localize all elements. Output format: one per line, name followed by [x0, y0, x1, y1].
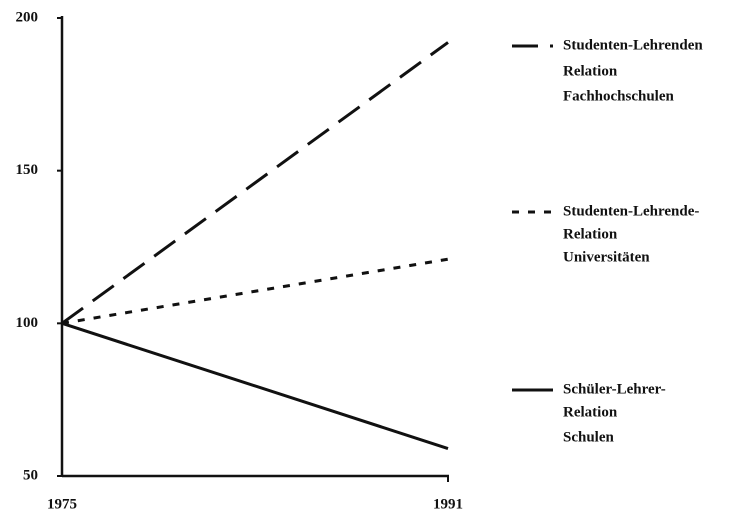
y-tick-label: 50	[23, 467, 38, 483]
y-tick-label: 100	[16, 315, 39, 331]
series-line	[61, 257, 449, 325]
legend-label: Relation	[563, 63, 618, 79]
legend-label: Universitäten	[563, 249, 650, 265]
legend-label: Fachhochschulen	[563, 88, 675, 104]
legend-label: Studenten-Lehrende-	[563, 203, 699, 219]
y-tick-label: 150	[16, 162, 39, 178]
legend-label: Schüler-Lehrer-	[563, 381, 666, 397]
series-line	[61, 321, 449, 450]
y-tick-label: 200	[16, 9, 39, 25]
legend-label: Relation	[563, 404, 618, 420]
legend-label: Schulen	[563, 429, 615, 445]
legend-label: Studenten-Lehrenden	[563, 37, 703, 53]
x-tick-label: 1991	[433, 496, 463, 512]
legend-label: Relation	[563, 226, 618, 242]
x-tick-label: 1975	[47, 496, 77, 512]
series-line	[61, 41, 449, 325]
